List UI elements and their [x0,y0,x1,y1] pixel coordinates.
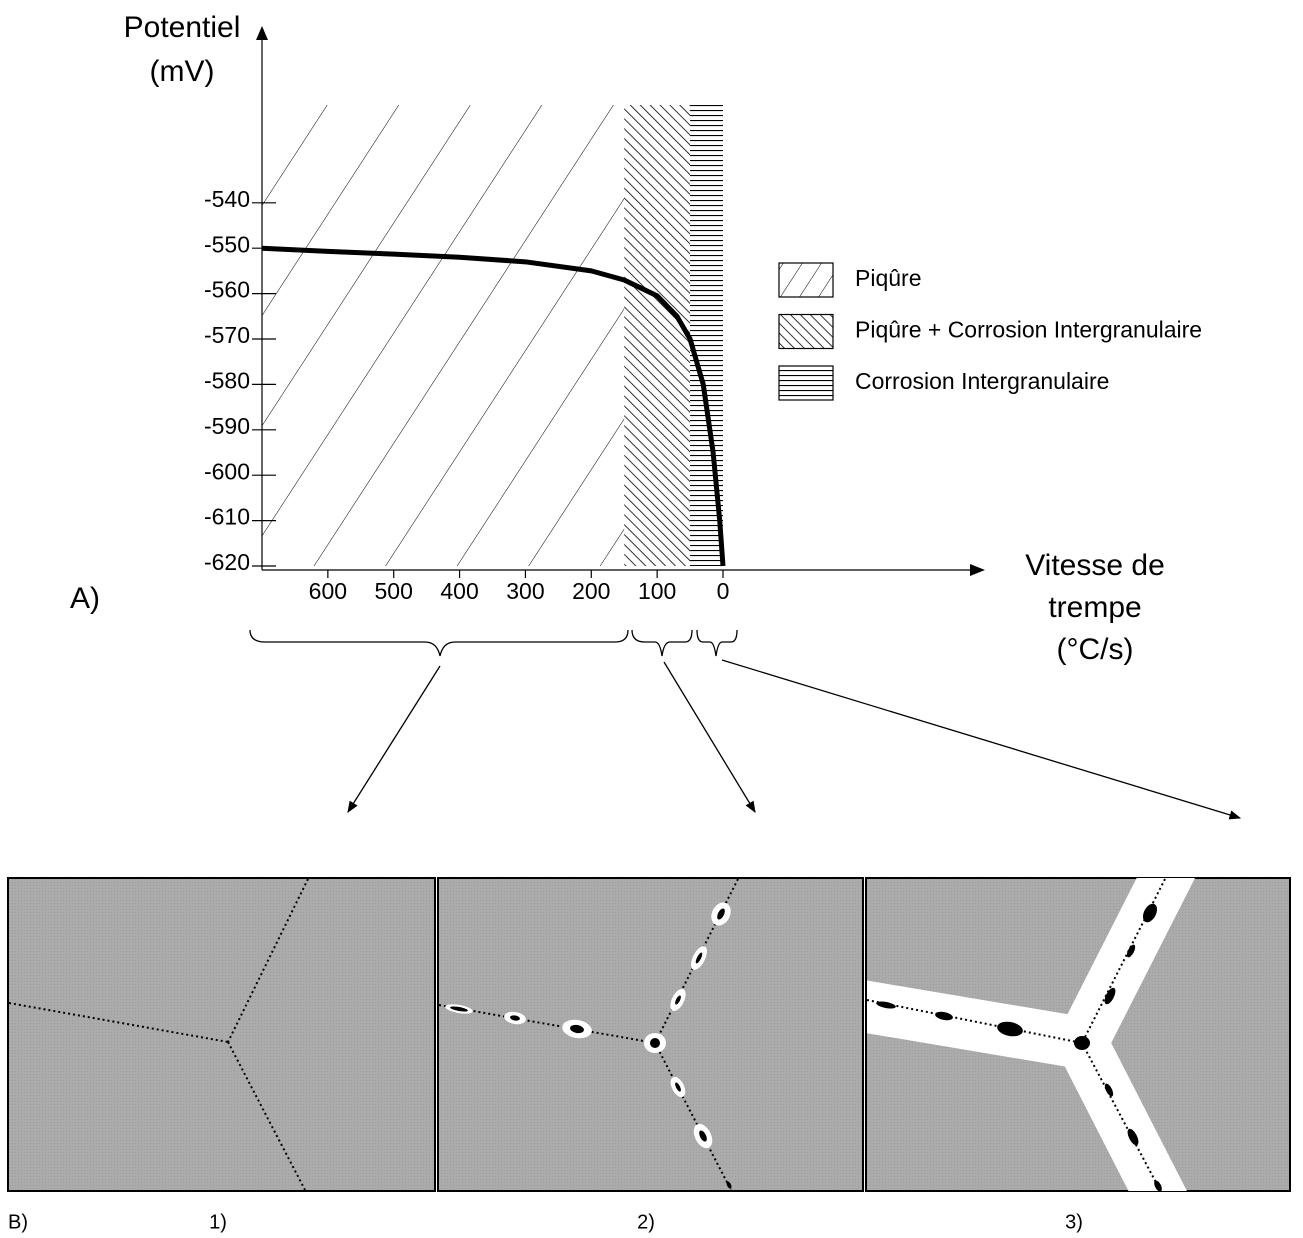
legend-swatch [778,365,834,401]
legend-swatch [778,262,834,298]
x-axis-label: (°C/s) [1057,633,1134,666]
x-tick-label: 600 [309,578,347,604]
legend-label: Corrosion Intergranulaire [855,368,1109,394]
curve-line [261,245,726,567]
panel-1 [7,877,436,1192]
panel-3 [865,877,1291,1192]
x-tick-label: 0 [717,578,730,604]
arrows [347,659,1242,820]
panel-caption: 3) [1065,1211,1083,1233]
legend: Piqûre Piqûre + Corrosion Intergranulaire… [778,262,1202,401]
x-tick-label: 300 [506,578,544,604]
legend-swatch [778,313,834,350]
x-tick-label: 200 [572,578,610,604]
panel-2 [437,877,864,1192]
y-tick-label: -620 [204,549,250,575]
x-axis-arrow [970,564,985,576]
panel-caption: 1) [209,1211,227,1233]
region [262,105,625,566]
x-tick-label: 100 [638,578,676,604]
y-tick-label: -600 [204,458,250,484]
region [624,105,691,566]
labels: Potentiel (mV) Vitesse de trempe (°C/s) [124,11,1165,666]
legend-label: Piqûre + Corrosion Intergranulaire [855,317,1202,343]
y-axis-arrow [256,26,268,40]
regions [262,105,723,566]
y-tick-label: -570 [204,322,250,348]
y-tick-label: -550 [204,231,250,257]
ticks: -540 -550 -560 -570 -580 -590 -600 -610 -620 600 5… [204,186,729,604]
axes [256,26,985,576]
curve [261,245,726,567]
y-axis-label: (mV) [150,55,215,88]
panel-b-label: B) [8,1211,28,1233]
y-tick-label: -580 [204,367,250,393]
y-tick-label: -560 [204,277,250,303]
x-tick-label: 500 [375,578,413,604]
y-tick-label: -540 [204,186,250,212]
legend-label: Piqûre [855,265,921,291]
braces [249,629,738,657]
panel-caption: 2) [637,1211,655,1233]
x-tick-label: 400 [440,578,478,604]
x-axis-label: Vitesse de [1025,549,1165,582]
y-axis-label: Potentiel [124,11,241,44]
panel-a-label: A) [70,582,100,615]
y-tick-label: -610 [204,504,250,530]
x-axis-label: trempe [1048,591,1141,624]
y-tick-label: -590 [204,413,250,439]
